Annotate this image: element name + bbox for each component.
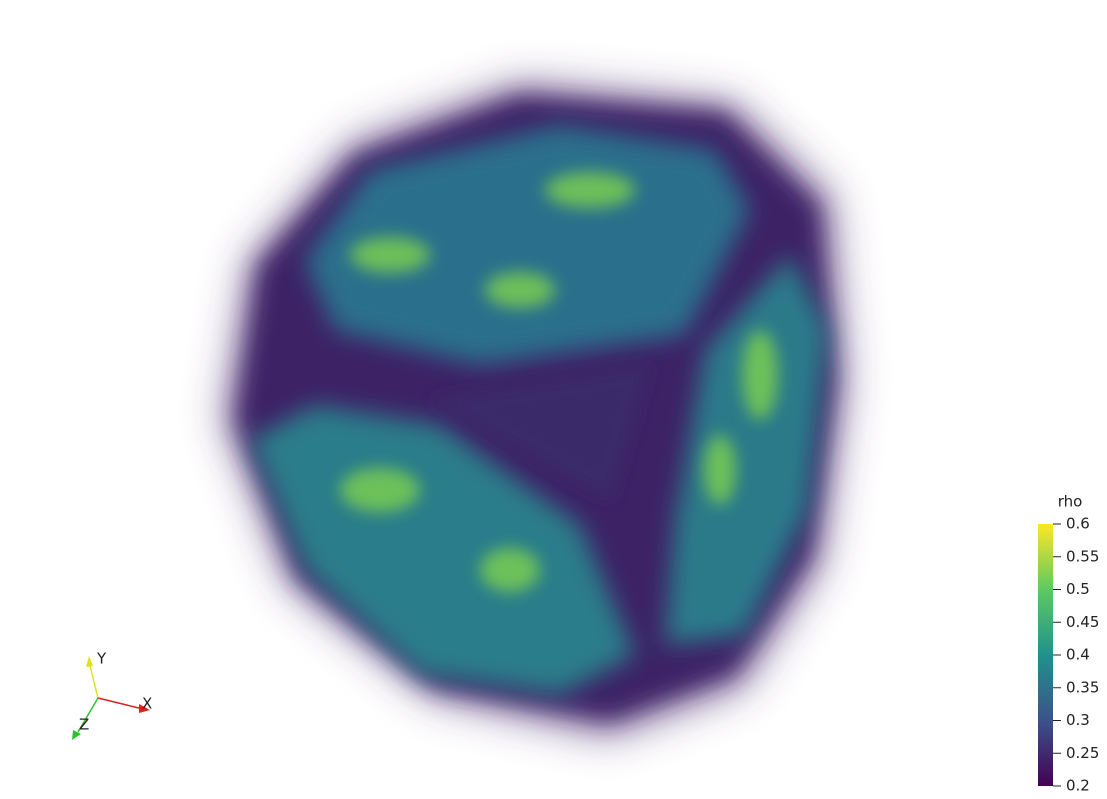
axes-triad: Y X Z: [72, 650, 152, 740]
x-cone: [139, 704, 150, 713]
colorbar-tick-label: 0.55: [1066, 547, 1099, 565]
colorbar-tick-label: 0.5: [1066, 580, 1090, 598]
colorbar-tick-label: 0.25: [1066, 744, 1099, 762]
colorbar-tick-label: 0.6: [1066, 515, 1090, 533]
colorbar-title: rho: [1058, 493, 1083, 511]
colorbar-tick-label: 0.35: [1066, 678, 1099, 696]
x-label: X: [142, 695, 152, 713]
y-cone: [86, 656, 93, 667]
colorbar-tick-label: 0.4: [1066, 646, 1090, 664]
z-cone: [72, 730, 81, 740]
volume-render: [220, 80, 850, 740]
x-axis: [97, 697, 144, 710]
colorbar: rho 0.2 0.25 0.3 0.35 0.4 0.45 0.5 0.55 0.6: [1038, 493, 1099, 795]
colorbar-tick-label: 0.2: [1066, 777, 1090, 795]
z-label: Z: [79, 716, 89, 734]
y-label: Y: [96, 650, 107, 668]
colorbar-gradient: [1038, 524, 1053, 786]
y-axis: [88, 661, 99, 699]
colorbar-tick-label: 0.3: [1066, 711, 1090, 729]
z-axis: [77, 697, 99, 733]
colorbar-tick-label: 0.45: [1066, 613, 1099, 631]
